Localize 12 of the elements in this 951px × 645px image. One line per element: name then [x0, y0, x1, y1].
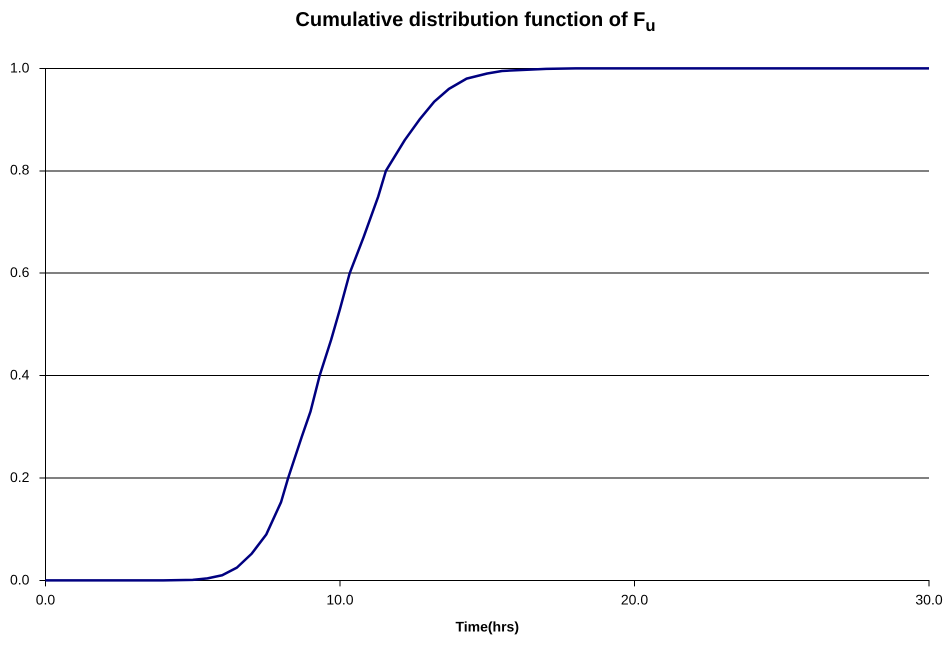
y-tick-label: 0.8 [10, 162, 30, 178]
y-tick-label: 0.4 [10, 366, 30, 382]
chart-title: Cumulative distribution function of F$_{u}$ [294, 8, 657, 37]
y-tick-label: 0.0 [10, 571, 30, 588]
x-tick-label: 20.0 [620, 592, 648, 608]
x-axis-title: Time(hrs) [455, 618, 520, 634]
x-tick-label: 30.0 [915, 592, 943, 608]
x-tick-label: 10.0 [326, 592, 354, 608]
y-tick-label: 0.2 [10, 468, 30, 485]
y-tick-label: 1.0 [10, 59, 30, 76]
x-tick-label: 0.0 [36, 592, 56, 608]
y-tick-label: 0.6 [10, 264, 30, 280]
